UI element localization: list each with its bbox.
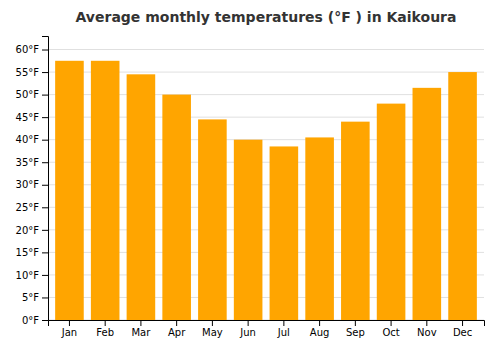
tick-mark (283, 320, 284, 326)
tick-mark (69, 320, 70, 326)
tick-mark (426, 320, 427, 326)
tick: Sep (346, 320, 365, 338)
tick: Nov (417, 320, 437, 338)
bar (448, 72, 477, 320)
tick-label: May (202, 327, 223, 338)
tick: 20°F (16, 225, 48, 236)
tick-label: Nov (417, 327, 437, 338)
tick-mark (42, 275, 48, 276)
tick-label: 30°F (16, 179, 40, 190)
tick: 35°F (16, 157, 48, 168)
tick-label: Apr (168, 327, 186, 338)
tick: Jan (61, 320, 77, 338)
tick-label: 10°F (16, 270, 40, 281)
bar (377, 104, 406, 320)
bar (198, 119, 227, 320)
tick: 60°F (16, 44, 48, 55)
tick-mark (355, 320, 356, 326)
tick-label: 60°F (16, 44, 40, 55)
tick-mark (42, 162, 48, 163)
tick-mark (462, 320, 463, 326)
tick-label: 50°F (16, 89, 40, 100)
tick-label: 15°F (16, 247, 40, 258)
tick: Mar (131, 320, 151, 338)
tick-mark (42, 230, 48, 231)
x-axis: Jan Feb Mar Apr May Jun Jul Aug Sep Oct Nov Dec (49, 320, 485, 338)
tick-label: Aug (310, 327, 330, 338)
tick-mark (391, 320, 392, 326)
tick: 15°F (16, 247, 48, 258)
tick: Dec (453, 320, 472, 338)
tick: Jul (277, 320, 290, 338)
bars (55, 61, 477, 320)
tick: 40°F (16, 134, 48, 145)
axis-line (42, 37, 49, 321)
axis-line (49, 321, 485, 327)
grid (48, 50, 484, 320)
tick-mark (42, 297, 48, 298)
bar (127, 74, 156, 320)
tick-label: Oct (382, 327, 399, 338)
tick: 50°F (16, 89, 48, 100)
y-axis: 0°F 5°F 10°F 15°F 20°F 25°F 30°F 35°F 40°F 45°F 50… (16, 37, 49, 326)
tick-label: Jun (239, 327, 256, 338)
tick: Apr (168, 320, 186, 338)
tick: 30°F (16, 179, 48, 190)
grid-line (48, 49, 484, 50)
tick-label: 5°F (22, 292, 39, 303)
tick: 10°F (16, 270, 48, 281)
bar (55, 61, 84, 320)
tick-mark (176, 320, 177, 326)
tick-label: Mar (131, 327, 151, 338)
tick: 45°F (16, 112, 48, 123)
bar (305, 137, 334, 320)
tick-label: Jul (277, 327, 290, 338)
tick-mark (42, 95, 48, 96)
tick-mark (42, 72, 48, 73)
tick: 55°F (16, 67, 48, 78)
tick: Feb (96, 320, 114, 338)
tick-mark (319, 320, 320, 326)
tick-label: 55°F (16, 67, 40, 78)
tick: Oct (382, 320, 399, 338)
tick-label: Sep (346, 327, 365, 338)
bar (91, 61, 120, 320)
tick-label: 0°F (22, 315, 39, 326)
tick-mark (212, 320, 213, 326)
tick-mark (42, 207, 48, 208)
title: Average monthly temperatures (°F ) in Ka… (76, 9, 457, 25)
bar (270, 146, 299, 320)
tick-mark (42, 140, 48, 141)
plot: 0°F 5°F 10°F 15°F 20°F 25°F 30°F 35°F 40°F 45°F 50… (16, 37, 485, 339)
tick-label: 35°F (16, 157, 40, 168)
tick-label: 45°F (16, 112, 40, 123)
tick-label: 20°F (16, 225, 40, 236)
tick: Jun (239, 320, 256, 338)
tick-mark (42, 252, 48, 253)
tick-mark (42, 185, 48, 186)
chart: 0°F 5°F 10°F 15°F 20°F 25°F 30°F 35°F 40°F 45°F 50… (0, 0, 500, 350)
tick-label: Feb (96, 327, 114, 338)
bar (341, 122, 370, 320)
bar (413, 88, 442, 320)
tick-mark (42, 117, 48, 118)
tick-mark (42, 320, 48, 321)
tick: 25°F (16, 202, 48, 213)
tick-mark (248, 320, 249, 326)
tick: 0°F (22, 315, 48, 326)
tick-label: Jan (61, 327, 77, 338)
tick-label: 25°F (16, 202, 40, 213)
bar (162, 95, 191, 320)
tick: Aug (310, 320, 330, 338)
tick: May (202, 320, 223, 338)
tick-mark (105, 320, 106, 326)
bar (234, 140, 263, 320)
tick-label: Dec (453, 327, 472, 338)
tick-label: 40°F (16, 134, 40, 145)
tick: 5°F (22, 292, 48, 303)
tick-mark (42, 50, 48, 51)
tick-mark (140, 320, 141, 326)
